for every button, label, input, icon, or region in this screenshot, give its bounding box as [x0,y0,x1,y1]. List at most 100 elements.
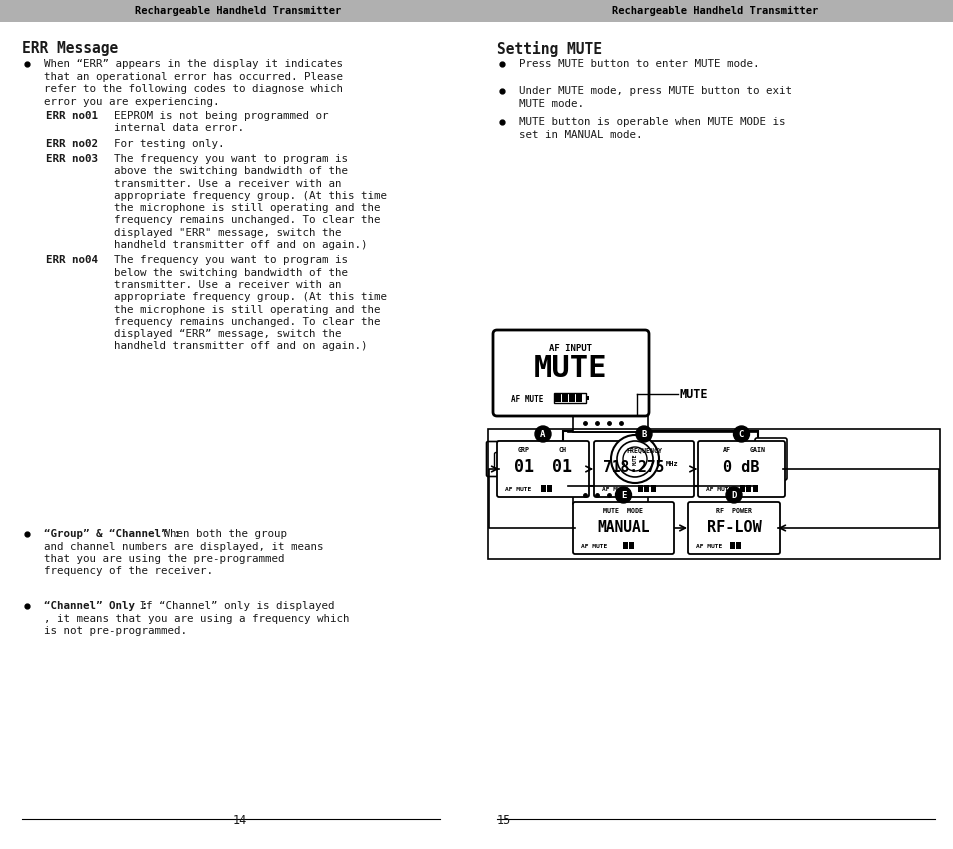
Text: FREQUENCY: FREQUENCY [625,447,661,453]
Text: handheld transmitter off and on again.): handheld transmitter off and on again.) [113,240,367,250]
Text: transmitter. Use a receiver with an: transmitter. Use a receiver with an [113,178,341,188]
Text: is not pre-programmed.: is not pre-programmed. [44,626,187,636]
Circle shape [535,426,551,442]
Text: transmitter. Use a receiver with an: transmitter. Use a receiver with an [113,280,341,290]
Text: AF MUTE: AF MUTE [504,486,531,492]
FancyBboxPatch shape [644,485,649,492]
FancyBboxPatch shape [573,502,673,554]
Text: Under MUTE mode, press MUTE button to exit: Under MUTE mode, press MUTE button to ex… [518,86,791,96]
Text: 01: 01 [513,458,533,476]
Text: “Group” & “Channel” :: “Group” & “Channel” : [44,529,180,539]
Text: RF  POWER: RF POWER [716,508,751,514]
Circle shape [617,441,652,477]
FancyBboxPatch shape [555,394,560,402]
Text: If “Channel” only is displayed: If “Channel” only is displayed [132,601,335,611]
Text: the microphone is still operating and the: the microphone is still operating and th… [113,203,380,213]
Text: Rechargeable Handheld Transmitter: Rechargeable Handheld Transmitter [134,6,341,16]
Text: error you are experiencing.: error you are experiencing. [44,97,219,106]
Text: MUTE mode.: MUTE mode. [518,98,583,109]
FancyBboxPatch shape [754,438,786,480]
Text: C: C [738,430,743,438]
FancyBboxPatch shape [562,431,758,486]
Text: AF INPUT: AF INPUT [549,344,592,352]
Text: internal data error.: internal data error. [113,123,244,133]
FancyBboxPatch shape [547,485,552,492]
Text: D: D [731,491,736,499]
Circle shape [636,426,651,442]
Text: MUTE: MUTE [679,387,708,401]
Text: Setting MUTE: Setting MUTE [497,41,601,57]
Text: RF-LOW: RF-LOW [706,520,760,535]
Text: MANUAL: MANUAL [597,520,649,535]
Text: displayed "ERR" message, switch the: displayed "ERR" message, switch the [113,228,341,238]
FancyBboxPatch shape [650,485,656,492]
Text: appropriate frequency group. (At this time: appropriate frequency group. (At this ti… [113,191,387,201]
Text: E: E [620,491,625,499]
Text: The frequency you want to program is: The frequency you want to program is [113,256,348,265]
FancyBboxPatch shape [736,542,740,549]
FancyBboxPatch shape [687,502,780,554]
Text: Press MUTE button to enter MUTE mode.: Press MUTE button to enter MUTE mode. [518,59,759,69]
Text: above the switching bandwidth of the: above the switching bandwidth of the [113,166,348,177]
Text: and channel numbers are displayed, it means: and channel numbers are displayed, it me… [44,542,323,552]
Text: “Channel” Only :: “Channel” Only : [44,601,148,611]
Text: CH: CH [558,447,566,453]
Text: set in MANUAL mode.: set in MANUAL mode. [518,130,641,139]
Text: ERR Message: ERR Message [22,41,118,56]
FancyBboxPatch shape [585,396,588,400]
Text: refer to the following codes to diagnose which: refer to the following codes to diagnose… [44,84,343,94]
FancyBboxPatch shape [576,394,581,402]
Text: ERR no01: ERR no01 [46,111,98,121]
Text: B: B [640,430,646,438]
Text: below the switching bandwidth of the: below the switching bandwidth of the [113,267,348,278]
FancyBboxPatch shape [752,485,758,492]
Text: , it means that you are using a frequency which: , it means that you are using a frequenc… [44,614,349,623]
Text: MHz: MHz [665,461,678,467]
Text: displayed “ERR” message, switch the: displayed “ERR” message, switch the [113,329,341,339]
Circle shape [615,487,631,503]
Text: EEPROM is not being programmed or: EEPROM is not being programmed or [113,111,328,121]
Text: appropriate frequency group. (At this time: appropriate frequency group. (At this ti… [113,292,387,302]
Circle shape [725,487,741,503]
FancyBboxPatch shape [493,330,648,416]
FancyBboxPatch shape [594,441,693,497]
Text: For testing only.: For testing only. [113,138,224,149]
FancyBboxPatch shape [476,0,953,22]
Text: GRP: GRP [517,447,529,453]
Text: 14: 14 [233,814,247,827]
Text: MUTE: MUTE [632,453,637,464]
FancyBboxPatch shape [497,441,588,497]
FancyBboxPatch shape [740,485,744,492]
Text: AF: AF [721,447,730,453]
Text: ERR no02: ERR no02 [46,138,98,149]
Text: MUTE  MODE: MUTE MODE [603,508,643,514]
Text: 718.275: 718.275 [602,459,664,475]
Text: AF MUTE: AF MUTE [511,395,543,403]
Text: MUTE button is operable when MUTE MODE is: MUTE button is operable when MUTE MODE i… [518,117,784,127]
FancyBboxPatch shape [573,414,647,432]
Text: GAIN: GAIN [749,447,765,453]
Text: AF MUTE: AF MUTE [705,486,732,492]
FancyBboxPatch shape [486,441,569,476]
FancyBboxPatch shape [540,485,545,492]
Text: The frequency you want to program is: The frequency you want to program is [113,154,348,164]
Text: that an operational error has occurred. Please: that an operational error has occurred. … [44,71,343,82]
Text: A: A [539,430,545,438]
FancyBboxPatch shape [698,441,784,497]
Text: 0 dB: 0 dB [722,459,759,475]
Circle shape [622,447,646,471]
FancyBboxPatch shape [0,0,476,22]
FancyBboxPatch shape [745,485,751,492]
Text: AF MUTE: AF MUTE [580,543,607,548]
Text: When both the group: When both the group [157,529,287,539]
Circle shape [610,435,659,483]
Text: MUTE: MUTE [534,353,607,383]
Text: 01: 01 [552,458,572,476]
Text: frequency remains unchanged. To clear the: frequency remains unchanged. To clear th… [113,216,380,225]
Text: that you are using the pre-programmed: that you are using the pre-programmed [44,554,284,564]
Text: ERR no04: ERR no04 [46,256,98,265]
FancyBboxPatch shape [561,394,567,402]
FancyBboxPatch shape [568,394,575,402]
FancyBboxPatch shape [629,542,634,549]
Text: the microphone is still operating and the: the microphone is still operating and th… [113,305,380,314]
